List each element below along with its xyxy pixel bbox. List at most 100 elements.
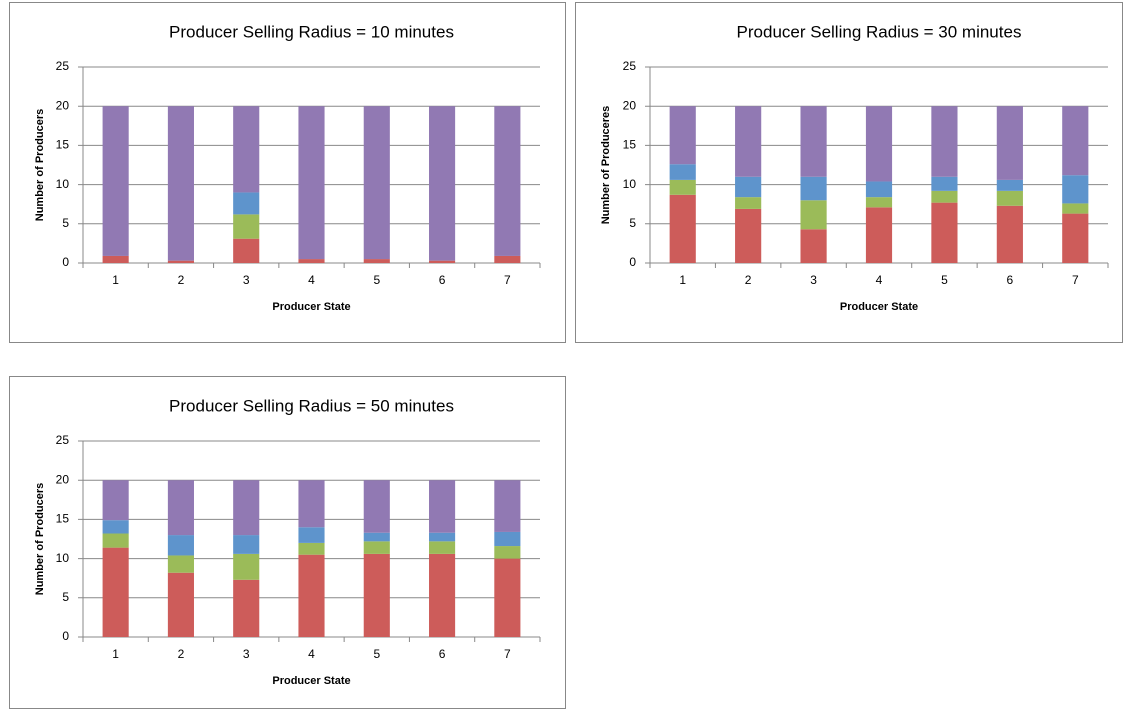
y-tick-label: 10 — [623, 177, 637, 191]
x-tick-label: 4 — [308, 647, 315, 661]
chart-title: Producer Selling Radius = 10 minutes — [169, 22, 454, 41]
bar-segment — [167, 106, 194, 261]
bar-segment — [363, 480, 390, 533]
bar-segment — [494, 480, 521, 532]
x-tick-label: 3 — [243, 647, 250, 661]
bar-segment — [167, 572, 194, 637]
bar-segment — [429, 553, 456, 637]
bar-segment — [735, 176, 762, 198]
y-axis-label: Number of Producers — [34, 483, 46, 595]
y-tick-label: 25 — [623, 59, 637, 73]
chart-title: Producer Selling Radius = 30 minutes — [737, 22, 1022, 41]
x-tick-label: 6 — [1007, 273, 1014, 287]
y-axis-label: Number of Producers — [34, 109, 46, 221]
bar-segment — [1062, 213, 1089, 263]
bar-segment — [102, 106, 129, 256]
bar-segment — [167, 535, 194, 556]
y-tick-label: 20 — [56, 98, 70, 112]
x-tick-label: 2 — [745, 273, 752, 287]
x-tick-label: 2 — [178, 273, 185, 287]
bar-segment — [429, 106, 456, 261]
x-tick-label: 1 — [112, 647, 119, 661]
bar-segment — [865, 181, 893, 198]
y-tick-label: 5 — [629, 216, 636, 230]
bar-segment — [735, 197, 762, 209]
bar-segment — [494, 106, 521, 256]
bar-segment — [233, 238, 260, 263]
x-tick-label: 6 — [439, 647, 446, 661]
bar-segment — [233, 480, 260, 536]
bar-segment — [102, 547, 129, 637]
x-tick-label: 2 — [178, 647, 185, 661]
bar-segment — [167, 480, 194, 536]
x-tick-label: 5 — [373, 273, 380, 287]
y-tick-label: 15 — [56, 138, 70, 152]
chart: Producer Selling Radius = 30 minutes 0 5 10… — [575, 2, 1123, 343]
bar-segment — [363, 532, 390, 542]
bar-segment — [102, 255, 129, 263]
bar-segment — [931, 202, 958, 263]
y-tick-label: 10 — [56, 177, 70, 191]
bar-segment — [865, 197, 893, 208]
bar-segment — [363, 259, 390, 263]
bar-segment — [363, 541, 390, 554]
bar-segment — [102, 520, 129, 534]
bar-segment — [102, 533, 129, 548]
bar-segment — [363, 106, 390, 260]
bar-segment — [865, 106, 893, 182]
x-tick-label: 7 — [504, 273, 511, 287]
bar-segment — [298, 259, 325, 263]
bar-segment — [233, 192, 260, 215]
bar-segment — [429, 480, 456, 533]
x-tick-label: 4 — [876, 273, 883, 287]
x-axis-label: Producer State — [840, 301, 918, 313]
bar-segment — [669, 194, 696, 263]
bar-segment — [298, 480, 325, 528]
y-tick-label: 0 — [629, 255, 636, 269]
x-tick-label: 5 — [373, 647, 380, 661]
bar-segment — [669, 164, 696, 180]
bar-segment — [735, 208, 762, 263]
bar-segment — [102, 480, 129, 521]
bar-segment — [996, 205, 1023, 263]
x-axis-label: Producer State — [272, 301, 350, 313]
x-axis-label: Producer State — [272, 675, 350, 687]
bar-segment — [800, 229, 827, 263]
bar-segment — [669, 179, 696, 195]
x-tick-label: 3 — [243, 273, 250, 287]
bar-segment — [996, 190, 1023, 206]
bar-segment — [931, 106, 958, 177]
bar-segment — [931, 190, 958, 203]
y-tick-label: 25 — [56, 59, 70, 73]
bar-segment — [800, 176, 827, 201]
y-axis-label: Number of Produceres — [600, 106, 612, 225]
bar-segment — [233, 579, 260, 637]
chart: Producer Selling Radius = 50 minutes 0 5 10… — [9, 376, 566, 709]
bar-segment — [494, 531, 521, 547]
bar-segment — [429, 541, 456, 554]
y-tick-label: 10 — [56, 551, 70, 565]
bar-segment — [735, 106, 762, 177]
x-tick-label: 7 — [1072, 273, 1079, 287]
chart-frame — [9, 376, 566, 709]
y-tick-label: 20 — [56, 472, 70, 486]
bar-segment — [931, 176, 958, 191]
y-tick-label: 5 — [62, 216, 69, 230]
x-tick-label: 1 — [112, 273, 119, 287]
bar-segment — [494, 558, 521, 637]
y-tick-label: 25 — [56, 433, 70, 447]
bar-segment — [233, 553, 260, 580]
bar-segment — [298, 106, 325, 260]
bar-segment — [996, 179, 1023, 191]
x-tick-label: 5 — [941, 273, 948, 287]
bar-segment — [865, 207, 893, 263]
bar-segment — [167, 260, 194, 263]
x-tick-label: 6 — [439, 273, 446, 287]
bar-segment — [363, 553, 390, 637]
bar-segment — [800, 106, 827, 177]
x-tick-label: 7 — [504, 647, 511, 661]
bar-segment — [429, 260, 456, 263]
bar-segment — [669, 106, 696, 165]
bar-segment — [494, 255, 521, 263]
bar-segment — [494, 546, 521, 559]
